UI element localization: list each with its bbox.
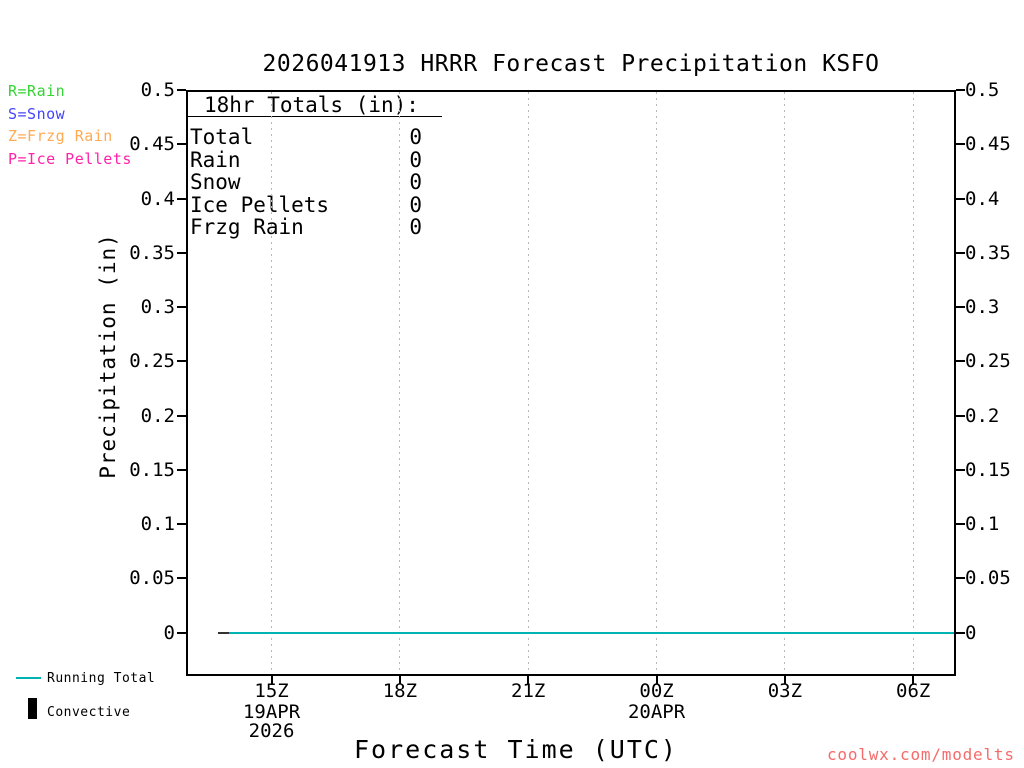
y-tick-mark-left: [177, 468, 186, 471]
totals-heading: 18hr Totals (in):: [188, 94, 442, 117]
y-tick-label-left: 0.05: [129, 567, 175, 590]
y-tick-mark-right: [956, 143, 965, 146]
y-tick-label-left: 0.15: [129, 458, 175, 481]
y-tick-label-left: 0.1: [140, 513, 175, 536]
y-tick-label-left: 0.2: [140, 404, 175, 427]
x-tick-label: 03Z: [767, 680, 803, 702]
y-tick-mark-left: [177, 523, 186, 526]
y-tick-label-left: 0.45: [129, 133, 175, 156]
x-tick-mark: [655, 676, 658, 684]
x-year-label: 2026: [248, 720, 295, 742]
y-tick-mark-left: [177, 197, 186, 200]
y-tick-mark-left: [177, 251, 186, 254]
y-tick-mark-left: [177, 89, 186, 91]
y-tick-label-left: 0.25: [129, 350, 175, 373]
x-date-label: 19APR: [242, 701, 301, 723]
x-tick-mark: [912, 676, 915, 684]
x-tick-mark: [270, 676, 273, 684]
y-tick-label-right: 0.35: [965, 241, 1011, 264]
x-date-label: 20APR: [627, 701, 686, 723]
x-tick-label: 06Z: [896, 680, 931, 702]
y-tick-label-right: 0.1: [965, 513, 1000, 536]
y-tick-mark-right: [956, 306, 965, 309]
x-tick-mark: [783, 676, 786, 684]
y-tick-label-left: 0.3: [140, 296, 175, 319]
precip-type-r-label: R=Rain: [8, 82, 66, 100]
precip-type-legend: R=Rain S=Snow Z=Frzg Rain P=Ice Pellets: [8, 80, 132, 171]
x-tick-label: 15Z: [254, 680, 289, 702]
y-tick-mark-left: [177, 414, 186, 417]
precip-type-z-label: Z=Frzg Rain: [8, 127, 113, 146]
y-tick-mark-left: [177, 577, 186, 580]
legend-swatch-bar: [28, 698, 37, 719]
x-tick-mark: [527, 676, 530, 684]
x-gridline: [656, 92, 658, 674]
y-tick-mark-right: [956, 468, 965, 471]
y-tick-mark-right: [956, 414, 965, 417]
totals-row: Snow 0: [188, 171, 422, 194]
x-axis-label: Forecast Time (UTC): [354, 735, 678, 764]
x-gridline: [527, 92, 529, 674]
y-tick-label-left: 0: [163, 621, 175, 644]
totals-row-value: 0: [409, 192, 422, 217]
legend-label-running-total: Running Total: [47, 671, 156, 686]
x-tick-label: 18Z: [382, 680, 418, 702]
y-tick-mark-right: [956, 89, 965, 91]
x-tick-mark: [398, 676, 401, 684]
y-tick-label-left: 0.5: [140, 79, 175, 101]
legend-label-convective: Convective: [47, 705, 131, 720]
y-tick-label-left: 0.4: [140, 187, 175, 210]
y-tick-label-right: 0.05: [965, 567, 1011, 590]
totals-row-value: 0: [409, 125, 422, 149]
totals-row-value: 0: [409, 215, 422, 240]
y-tick-label-right: 0.45: [965, 133, 1011, 156]
x-gridline: [912, 92, 914, 674]
y-tick-label-right: 0.5: [965, 79, 1000, 101]
totals-row-value: 0: [409, 170, 422, 195]
y-tick-label-right: 0.15: [965, 458, 1011, 481]
totals-row: Frzg Rain 0: [188, 216, 422, 239]
x-tick-label: 21Z: [511, 680, 546, 702]
y-tick-mark-right: [956, 631, 965, 634]
x-tick-label: 00Z: [639, 680, 674, 702]
precip-type-p-label: P=Ice Pellets: [8, 150, 132, 169]
x-gridline: [399, 92, 401, 674]
totals-row-label: Frzg Rain: [190, 215, 304, 240]
totals-row-label: Snow: [190, 170, 241, 195]
y-tick-mark-right: [956, 360, 965, 363]
totals-rows: Total 0 Rain 0 Snow 0 Ice Pellets 0 Frzg Rain 0: [188, 126, 450, 239]
precip-type-s-label: S=Snow: [8, 104, 66, 123]
totals-row: Rain 0: [188, 147, 422, 172]
totals-row-value: 0: [409, 147, 422, 172]
plot-frame: 18hr Totals (in): Total 0 Rain 0 Snow 0 Ice Pe…: [186, 90, 956, 676]
x-gridline: [271, 92, 273, 674]
totals-row: Total 0: [188, 126, 422, 149]
totals-panel: 18hr Totals (in): Total 0 Rain 0 Snow 0 Ice Pe…: [188, 94, 450, 239]
totals-row-label: Ice Pellets: [190, 192, 330, 217]
y-tick-mark-right: [956, 523, 965, 526]
y-tick-label-left: 0.35: [129, 241, 175, 264]
watermark: coolwx.com/modelts: [827, 745, 1015, 764]
y-tick-label-right: 0.3: [965, 296, 1000, 319]
y-tick-label-right: 0: [965, 621, 977, 644]
y-tick-label-right: 0.4: [965, 187, 1000, 210]
x-gridline: [784, 92, 786, 674]
y-tick-mark-left: [177, 306, 186, 309]
y-tick-mark-right: [956, 577, 965, 580]
series-line-running-total: [228, 631, 954, 634]
legend-swatch-line: [16, 677, 41, 679]
y-tick-label-right: 0.25: [965, 350, 1011, 373]
chart-title: 2026041913 HRRR Forecast Precipitation K…: [262, 51, 880, 77]
totals-row-label: Total: [190, 125, 254, 149]
y-tick-mark-left: [177, 631, 186, 634]
y-tick-label-right: 0.2: [965, 404, 1000, 427]
y-tick-mark-right: [956, 197, 965, 200]
y-tick-mark-left: [177, 360, 186, 363]
y-tick-mark-left: [177, 143, 186, 146]
totals-row-label: Rain: [190, 147, 241, 172]
y-tick-mark-right: [956, 251, 965, 254]
totals-row: Ice Pellets 0: [188, 194, 422, 217]
